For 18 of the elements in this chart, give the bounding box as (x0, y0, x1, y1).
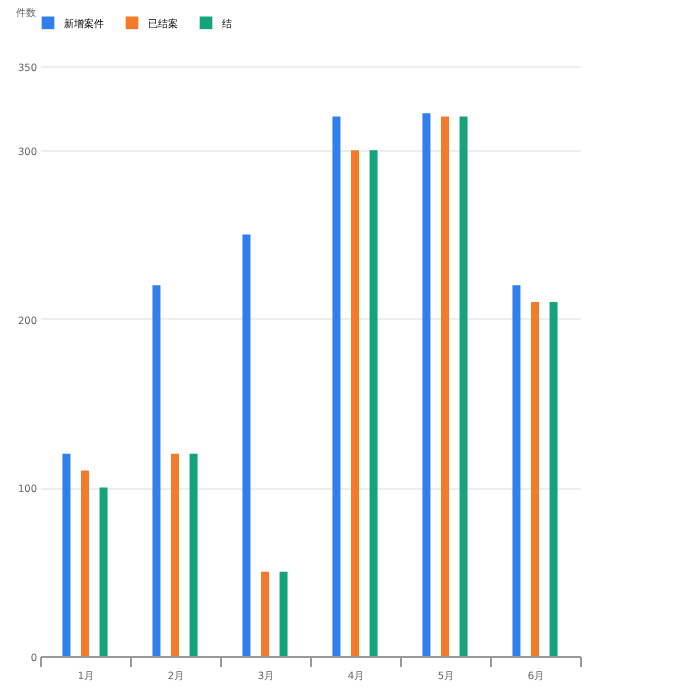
bar (332, 116, 341, 656)
bar (242, 234, 251, 656)
bar (171, 453, 179, 656)
bar (351, 150, 359, 656)
bar (279, 571, 288, 656)
bar (99, 487, 108, 656)
bar (549, 302, 558, 656)
bar (512, 285, 521, 656)
bar (152, 285, 161, 656)
bar (189, 453, 198, 656)
bar (62, 453, 71, 656)
bar (531, 302, 539, 656)
bar (369, 150, 378, 656)
bar (261, 571, 269, 656)
bar (459, 116, 468, 656)
bar (441, 116, 449, 656)
bar (422, 113, 431, 656)
bar (81, 470, 89, 656)
